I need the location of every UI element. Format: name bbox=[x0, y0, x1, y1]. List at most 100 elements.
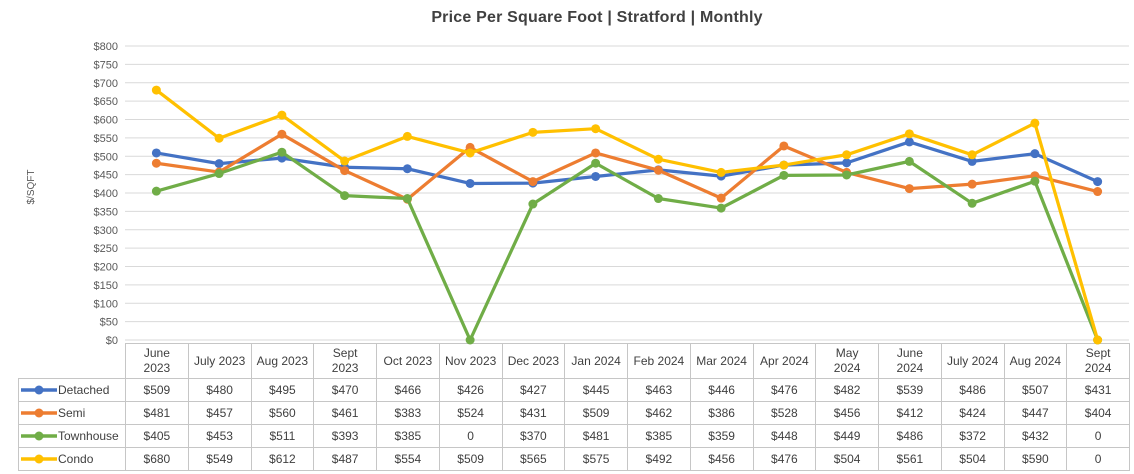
data-point-condo bbox=[779, 160, 789, 170]
value-cell: $383 bbox=[376, 401, 440, 425]
value-cell: $486 bbox=[940, 378, 1005, 402]
value-cell: $481 bbox=[564, 424, 628, 448]
value-cell: $575 bbox=[564, 447, 628, 471]
y-tick-label: $200 bbox=[94, 262, 118, 274]
data-point-semi bbox=[904, 184, 914, 194]
data-point-semi bbox=[716, 193, 726, 203]
data-point-condo bbox=[528, 127, 538, 137]
value-cell: $482 bbox=[815, 378, 879, 402]
series-name-label: Condo bbox=[58, 452, 94, 466]
value-cell: $495 bbox=[250, 378, 315, 402]
series-name-label: Townhouse bbox=[58, 429, 119, 443]
data-point-condo bbox=[340, 156, 350, 166]
value-cell: $528 bbox=[752, 401, 817, 425]
value-cell: $507 bbox=[1003, 378, 1068, 402]
value-cell: $457 bbox=[187, 401, 252, 425]
data-point-semi bbox=[402, 194, 412, 204]
data-point-detached bbox=[716, 171, 726, 181]
data-point-townhouse bbox=[340, 191, 350, 201]
value-cell: $424 bbox=[940, 401, 1005, 425]
data-point-semi bbox=[967, 179, 977, 189]
data-point-detached bbox=[465, 178, 475, 188]
value-cell: $456 bbox=[689, 447, 754, 471]
value-cell: $453 bbox=[187, 424, 252, 448]
data-point-condo bbox=[842, 150, 852, 160]
y-tick-label: $450 bbox=[94, 170, 118, 182]
value-cell: $476 bbox=[752, 378, 817, 402]
y-tick-label: $300 bbox=[94, 225, 118, 237]
data-point-townhouse bbox=[1030, 176, 1040, 186]
legend-key-icon-detached bbox=[21, 385, 57, 395]
value-cell: $461 bbox=[313, 401, 377, 425]
table-row-semi: Semi $481 $457 $560 $461 $383 $524 $431 $509 $462… bbox=[18, 401, 1130, 425]
data-point-condo bbox=[716, 167, 726, 177]
value-cell: $612 bbox=[250, 447, 315, 471]
legend-cell-townhouse: Townhouse bbox=[18, 424, 126, 448]
legend-key-icon-condo bbox=[21, 454, 57, 464]
column-header: July 2023 bbox=[187, 343, 252, 379]
value-cell: $412 bbox=[878, 401, 942, 425]
value-cell: $456 bbox=[815, 401, 879, 425]
table-row-townhouse: Townhouse $405 $453 $511 $393 $385 0 $370 $481 $3… bbox=[18, 424, 1130, 448]
data-point-townhouse bbox=[653, 194, 663, 204]
data-point-semi bbox=[214, 167, 224, 177]
table-header-row: June 2023 July 2023 Aug 2023 Sept 2023 Oct 2… bbox=[18, 343, 1130, 379]
value-cell: $385 bbox=[376, 424, 440, 448]
data-point-detached bbox=[842, 158, 852, 168]
value-cell: $427 bbox=[501, 378, 566, 402]
value-cell: $445 bbox=[564, 378, 628, 402]
data-point-semi bbox=[528, 177, 538, 187]
data-point-townhouse bbox=[277, 147, 287, 157]
table-row-detached: Detached $509 $480 $495 $470 $466 $426 $427 $445… bbox=[18, 378, 1130, 402]
data-point-condo bbox=[465, 148, 475, 158]
column-header: Dec 2023 bbox=[501, 343, 566, 379]
column-header: May 2024 bbox=[815, 343, 879, 379]
y-tick-label: $50 bbox=[100, 317, 118, 329]
y-tick-label: $750 bbox=[94, 59, 118, 71]
value-cell: $509 bbox=[564, 401, 628, 425]
data-point-detached bbox=[1030, 149, 1040, 159]
value-cell: $462 bbox=[627, 401, 691, 425]
value-cell: $385 bbox=[627, 424, 691, 448]
column-header: Sept 2024 bbox=[1066, 343, 1130, 379]
y-tick-label: $250 bbox=[94, 243, 118, 255]
data-point-semi bbox=[1093, 187, 1103, 197]
data-table: June 2023 July 2023 Aug 2023 Sept 2023 Oct 2… bbox=[18, 343, 1130, 471]
data-point-semi bbox=[653, 165, 663, 175]
value-cell: $449 bbox=[815, 424, 879, 448]
data-point-detached bbox=[1093, 177, 1103, 187]
y-tick-label: $650 bbox=[94, 96, 118, 108]
column-header: June 2023 bbox=[125, 343, 189, 379]
data-point-townhouse bbox=[716, 203, 726, 213]
value-cell: $447 bbox=[1003, 401, 1068, 425]
data-point-detached bbox=[151, 148, 161, 158]
data-point-semi bbox=[591, 148, 601, 158]
value-cell: $487 bbox=[313, 447, 377, 471]
data-point-detached bbox=[528, 178, 538, 188]
y-axis-label: $/SQFT bbox=[26, 169, 37, 205]
data-point-townhouse bbox=[842, 170, 852, 180]
data-point-townhouse bbox=[528, 199, 538, 209]
data-point-townhouse bbox=[967, 198, 977, 208]
data-point-semi bbox=[842, 167, 852, 177]
value-cell: $372 bbox=[940, 424, 1005, 448]
column-header: Aug 2023 bbox=[250, 343, 315, 379]
data-point-condo bbox=[904, 129, 914, 139]
column-header: Mar 2024 bbox=[689, 343, 754, 379]
data-point-semi bbox=[151, 158, 161, 168]
value-cell: $404 bbox=[1066, 401, 1130, 425]
series-name-label: Detached bbox=[58, 383, 110, 397]
data-point-detached bbox=[653, 165, 663, 175]
y-tick-label: $400 bbox=[94, 188, 118, 200]
data-point-townhouse bbox=[904, 156, 914, 166]
value-cell: 0 bbox=[1066, 447, 1130, 471]
data-point-condo bbox=[402, 131, 412, 141]
value-cell: $393 bbox=[313, 424, 377, 448]
value-cell: $426 bbox=[438, 378, 503, 402]
value-cell: $561 bbox=[878, 447, 942, 471]
value-cell: $504 bbox=[815, 447, 879, 471]
y-tick-label: $550 bbox=[94, 133, 118, 145]
table-row-condo: Condo $680 $549 $612 $487 $554 $509 $565 $575 $49… bbox=[18, 447, 1130, 471]
value-cell: $370 bbox=[501, 424, 566, 448]
legend-key-icon-semi bbox=[21, 408, 57, 418]
